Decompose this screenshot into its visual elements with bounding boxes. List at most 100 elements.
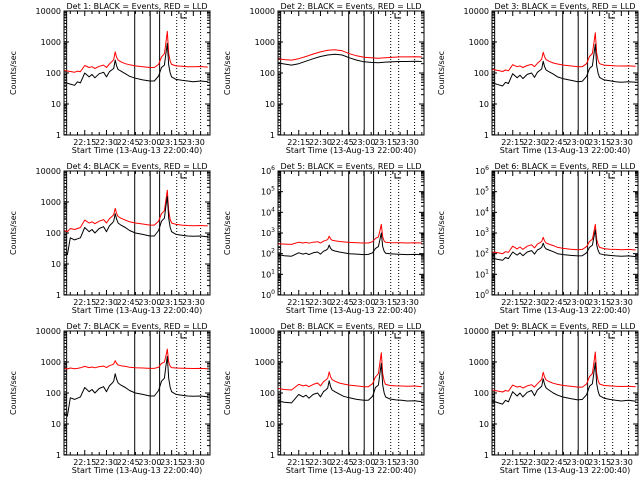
y-tick-label: 100 xyxy=(261,289,275,300)
x-tick-label: 22:45 xyxy=(117,458,140,467)
y-tick-label: 10 xyxy=(51,100,61,109)
y-tick-label: 1000 xyxy=(255,358,275,367)
y-tick-label: 104 xyxy=(261,206,275,217)
y-tick-label: 1 xyxy=(484,451,489,460)
y-axis-label: Counts/sec xyxy=(223,371,232,415)
time-bracket-marker xyxy=(180,173,188,179)
x-tick-label: 22:15 xyxy=(287,298,310,307)
x-axis-label: Start Time (13-Aug-13 22:00:40) xyxy=(500,306,631,315)
panel-title: Det 9: BLACK = Events, RED = LLD xyxy=(495,322,636,331)
y-axis-label: Counts/sec xyxy=(437,51,446,95)
y-axis-label: Counts/sec xyxy=(223,51,232,95)
detector-panel-9: Det 9: BLACK = Events, RED = LLD 1 10 100 10… xyxy=(437,322,639,475)
series-events-line xyxy=(278,53,422,66)
y-tick-label: 10000 xyxy=(36,7,61,16)
plot-frame xyxy=(63,10,211,136)
series-events-line xyxy=(492,229,636,261)
x-tick-label: 23:30 xyxy=(182,458,205,467)
time-bracket-marker xyxy=(394,13,402,19)
series-events-line xyxy=(64,196,208,256)
detector-panel-6: Det 6: BLACK = Events, RED = LLD 100 101 10… xyxy=(437,162,639,315)
series-lld-line xyxy=(278,352,422,391)
y-tick-label: 10 xyxy=(479,420,489,429)
panel-title: Det 4: BLACK = Events, RED = LLD xyxy=(67,162,208,171)
x-tick-label: 23:30 xyxy=(396,458,419,467)
y-tick-label: 1 xyxy=(270,131,275,140)
x-tick-label: 23:30 xyxy=(182,138,205,147)
time-bracket-marker xyxy=(608,13,616,19)
x-tick-label: 22:45 xyxy=(331,138,354,147)
y-tick-label: 100 xyxy=(46,69,61,78)
series-lld-line xyxy=(64,189,208,233)
x-tick-label: 22:45 xyxy=(331,458,354,467)
x-tick-label: 22:15 xyxy=(287,138,310,147)
x-tick-label: 22:30 xyxy=(523,298,546,307)
x-tick-label: 22:45 xyxy=(545,458,568,467)
y-tick-label: 1000 xyxy=(469,358,489,367)
y-tick-label: 10 xyxy=(479,100,489,109)
panel-title: Det 6: BLACK = Events, RED = LLD xyxy=(495,162,636,171)
detector-panel-3: Det 3: BLACK = Events, RED = LLD 1 10 100 10… xyxy=(437,2,639,155)
x-tick-label: 23:00 xyxy=(138,298,161,307)
y-axis-label: Counts/sec xyxy=(9,211,18,255)
y-axis-label: Counts/sec xyxy=(223,211,232,255)
detector-panel-8: Det 8: BLACK = Events, RED = LLD 1 10 100 10… xyxy=(223,322,425,475)
x-axis-label: Start Time (13-Aug-13 22:00:40) xyxy=(72,306,203,315)
y-tick-label: 101 xyxy=(475,268,489,279)
series-lld-line xyxy=(492,351,636,393)
x-tick-label: 22:15 xyxy=(287,458,310,467)
x-tick-label: 23:15 xyxy=(160,458,183,467)
detector-panel-4: Det 4: BLACK = Events, RED = LLD 1 10 100 10… xyxy=(9,162,211,315)
series-events-line xyxy=(278,232,422,257)
y-axis-label: Counts/sec xyxy=(437,371,446,415)
x-tick-label: 23:00 xyxy=(566,298,589,307)
x-tick-label: 23:00 xyxy=(352,138,375,147)
x-axis-label: Start Time (13-Aug-13 22:00:40) xyxy=(500,146,631,155)
y-tick-label: 1000 xyxy=(41,358,61,367)
detector-panel-7: Det 7: BLACK = Events, RED = LLD 1 10 100 10… xyxy=(9,322,211,475)
y-tick-label: 100 xyxy=(46,389,61,398)
x-tick-label: 23:15 xyxy=(374,298,397,307)
x-tick-label: 22:30 xyxy=(309,458,332,467)
x-tick-label: 23:30 xyxy=(182,298,205,307)
x-tick-label: 23:15 xyxy=(160,298,183,307)
series-events-line xyxy=(492,43,636,87)
y-tick-label: 100 xyxy=(474,389,489,398)
x-tick-label: 22:15 xyxy=(73,138,96,147)
plot-frame xyxy=(491,10,639,136)
time-bracket-marker xyxy=(608,173,616,179)
x-tick-label: 23:15 xyxy=(160,138,183,147)
plot-frame xyxy=(277,10,425,136)
y-tick-label: 102 xyxy=(475,248,489,259)
plot-frame xyxy=(277,330,425,456)
x-tick-label: 22:45 xyxy=(331,298,354,307)
y-tick-label: 1 xyxy=(56,291,61,300)
series-events-line xyxy=(278,362,422,404)
y-tick-label: 100 xyxy=(260,389,275,398)
x-axis-label: Start Time (13-Aug-13 22:00:40) xyxy=(500,466,631,475)
series-lld-line xyxy=(492,223,636,255)
panel-title: Det 5: BLACK = Events, RED = LLD xyxy=(281,162,422,171)
x-axis-label: Start Time (13-Aug-13 22:00:40) xyxy=(72,146,203,155)
x-axis-label: Start Time (13-Aug-13 22:00:40) xyxy=(72,466,203,475)
x-tick-label: 22:15 xyxy=(501,138,524,147)
y-axis-label: Counts/sec xyxy=(9,371,18,415)
y-tick-label: 10000 xyxy=(250,7,275,16)
x-tick-label: 23:15 xyxy=(374,458,397,467)
x-tick-label: 22:15 xyxy=(73,458,96,467)
y-tick-label: 10000 xyxy=(36,167,61,176)
x-tick-label: 22:30 xyxy=(95,458,118,467)
y-tick-label: 104 xyxy=(475,206,489,217)
y-tick-label: 10000 xyxy=(464,327,489,336)
y-tick-label: 10 xyxy=(265,100,275,109)
x-tick-label: 22:30 xyxy=(309,138,332,147)
y-tick-label: 105 xyxy=(261,186,275,197)
y-tick-label: 101 xyxy=(261,268,275,279)
x-tick-label: 22:45 xyxy=(545,138,568,147)
detector-panel-2: Det 2: BLACK = Events, RED = LLD 1 10 100 10… xyxy=(223,2,425,155)
y-tick-label: 10000 xyxy=(464,7,489,16)
x-tick-label: 23:00 xyxy=(138,138,161,147)
x-tick-label: 23:00 xyxy=(352,298,375,307)
x-tick-label: 23:15 xyxy=(588,138,611,147)
y-tick-label: 10 xyxy=(265,420,275,429)
